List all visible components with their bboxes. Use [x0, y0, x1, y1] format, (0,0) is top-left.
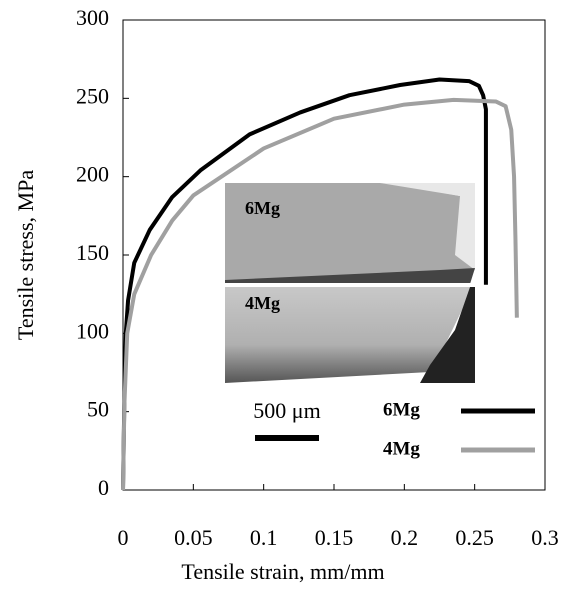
- series-line: [121, 77, 488, 491]
- y-tick-label: 200: [76, 162, 109, 187]
- y-tick-label: 150: [76, 240, 109, 265]
- scale-bar: [255, 435, 319, 441]
- legend-label: 4Mg: [383, 438, 420, 459]
- x-tick-label: 0.15: [315, 525, 354, 550]
- x-tick-label: 0.25: [455, 525, 494, 550]
- y-tick-label: 100: [76, 318, 109, 343]
- y-tick-label: 50: [87, 397, 109, 422]
- x-tick-label: 0.05: [174, 525, 213, 550]
- inset-micrograph: 6Mg 4Mg: [225, 183, 475, 383]
- legend-label: 6Mg: [383, 399, 420, 420]
- inset-label: 6Mg: [245, 198, 280, 218]
- x-tick-label: 0.1: [250, 525, 278, 550]
- x-tick-label: 0.2: [391, 525, 419, 550]
- y-tick-label: 300: [76, 5, 109, 30]
- y-tick-label: 250: [76, 83, 109, 108]
- y-tick-label: 0: [98, 475, 109, 500]
- inset-label: 4Mg: [245, 293, 280, 313]
- x-tick-label: 0: [118, 525, 129, 550]
- series-line: [121, 97, 519, 491]
- x-tick-label: 0.3: [531, 525, 559, 550]
- scale-bar-label: 500 μm: [253, 398, 320, 423]
- x-axis-label: Tensile strain, mm/mm: [181, 559, 384, 584]
- y-axis-label: Tensile stress, MPa: [13, 170, 38, 340]
